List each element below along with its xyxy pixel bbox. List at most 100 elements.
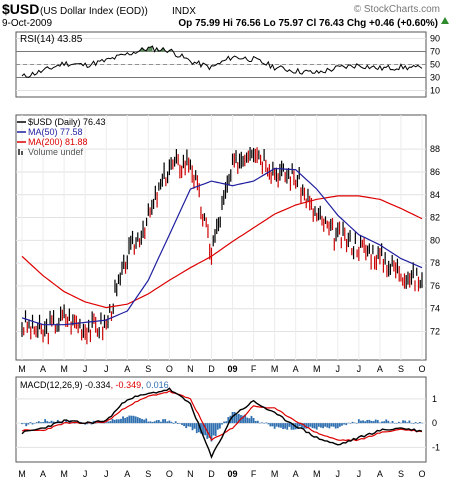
x-axis-bottom-tick-label: S	[398, 469, 404, 479]
macd-histogram-bar	[178, 423, 181, 424]
x-axis-bottom-tick-label: F	[251, 469, 257, 479]
macd-histogram-bar	[414, 422, 417, 424]
macd-histogram-bar	[408, 420, 411, 424]
macd-histogram-bar	[37, 421, 40, 424]
macd-histogram-bar	[117, 419, 120, 424]
macd-histogram-bar	[40, 422, 42, 424]
x-axis-bottom-tick-label: D	[208, 469, 215, 479]
macd-histogram-bar	[298, 423, 301, 427]
macd-histogram-bar	[271, 423, 274, 427]
macd-histogram-bar	[149, 421, 152, 424]
macd-histogram-bar	[355, 423, 358, 424]
macd-histogram-bar	[155, 420, 158, 424]
macd-histogram-bar	[132, 415, 135, 424]
x-axis-tick-label: J	[104, 364, 109, 374]
macd-histogram-bar	[113, 419, 116, 424]
x-axis-tick-label: A	[377, 364, 383, 374]
macd-histogram-bar	[56, 419, 59, 424]
macd-histogram-bar	[338, 423, 341, 427]
legend-entry: MA(50) 77.58	[28, 127, 83, 137]
x-axis-bottom-tick-label: J	[336, 469, 341, 479]
macd-histogram-bar	[25, 423, 28, 427]
macd-histogram-bar	[416, 423, 419, 424]
macd-histogram-bar	[362, 420, 364, 424]
x-axis-bottom-tick-label: M	[313, 469, 321, 479]
macd-histogram-bar	[172, 423, 175, 424]
macd-histogram-bar	[288, 423, 291, 427]
macd-histogram-bar	[202, 423, 204, 435]
macd-histogram-bar	[301, 423, 303, 428]
macd-histogram-bar	[122, 416, 124, 424]
macd-histogram-bar	[395, 422, 398, 424]
macd-histogram-bar	[33, 423, 36, 424]
macd-histogram-bar	[275, 423, 278, 427]
macd-histogram-bar	[27, 423, 30, 425]
macd-histogram-bar	[35, 422, 38, 424]
macd-histogram-bar	[233, 411, 236, 424]
chart-date: 9-Oct-2009	[2, 18, 52, 29]
macd-histogram-bar	[90, 423, 93, 425]
macd-histogram-bar	[381, 421, 383, 424]
macd-histogram-bar	[322, 423, 324, 429]
macd-tick-label: 1	[432, 394, 437, 404]
macd-histogram-bar	[317, 423, 320, 427]
macd-histogram-bar	[296, 423, 299, 429]
macd-histogram-bar	[145, 418, 148, 424]
macd-histogram-bar	[111, 419, 114, 424]
macd-line	[21, 387, 423, 460]
x-axis-tick-label: N	[187, 364, 194, 374]
rsi-tick-label: 70	[430, 47, 440, 57]
macd-histogram-bar	[31, 423, 34, 425]
x-axis-bottom-tick-label: M	[271, 469, 279, 479]
x-axis-bottom-tick-label: A	[40, 469, 46, 479]
macd-histogram-bar	[109, 421, 112, 424]
macd-title: MACD(12,26,9) -0.334, -0.349, 0.016	[20, 380, 169, 390]
legend-volume-marker	[21, 151, 23, 155]
macd-tick-label: -1	[432, 442, 440, 452]
macd-histogram-bar	[193, 423, 196, 429]
macd-title-part: MACD(12,26,9)	[20, 380, 83, 390]
macd-histogram-bar	[235, 414, 238, 424]
legend-volume-marker	[18, 149, 20, 155]
x-axis-tick-label: M	[18, 364, 26, 374]
macd-histogram-bar	[223, 421, 226, 424]
macd-histogram-bar	[254, 420, 257, 424]
macd-histogram-bar	[208, 423, 211, 438]
macd-histogram-bar	[225, 421, 228, 424]
legend-entry: Volume undef	[28, 147, 84, 157]
macd-histogram-bar	[334, 423, 337, 429]
price-tick-label: 84	[430, 190, 440, 200]
macd-histogram-bar	[284, 423, 287, 429]
macd-histogram-bar	[221, 423, 223, 425]
macd-histogram-bar	[406, 422, 409, 424]
macd-histogram-bar	[183, 423, 186, 427]
macd-histogram-bar	[280, 423, 282, 428]
macd-histogram-bar	[351, 421, 354, 424]
price-tick-label: 88	[430, 144, 440, 154]
macd-title-part: , 0.016	[141, 380, 169, 390]
macd-histogram-bar	[258, 422, 261, 424]
macd-histogram-bar	[42, 422, 44, 424]
macd-histogram-bar	[21, 423, 23, 425]
macd-histogram-bar	[273, 423, 276, 429]
macd-histogram-bar	[309, 423, 312, 427]
macd-histogram-bar	[269, 423, 272, 427]
macd-histogram-bar	[353, 422, 356, 424]
macd-histogram-bar	[244, 414, 247, 424]
macd-histogram-bar	[103, 422, 106, 424]
x-axis-bottom-tick-label: J	[357, 469, 362, 479]
x-axis-tick-label: M	[271, 364, 279, 374]
macd-histogram-bar	[141, 418, 143, 424]
x-axis-bottom-tick-label: A	[124, 469, 130, 479]
stockcharts-watermark: © StockCharts.com	[354, 4, 440, 15]
x-axis-bottom-tick-label: M	[18, 469, 26, 479]
x-axis-bottom-tick-label: A	[293, 469, 299, 479]
x-axis-tick-label: A	[40, 364, 46, 374]
macd-histogram-bar	[385, 419, 388, 424]
macd-histogram-bar	[105, 422, 108, 424]
macd-histogram-bar	[410, 422, 413, 424]
macd-histogram-bar	[387, 420, 390, 424]
macd-histogram-bar	[305, 423, 308, 429]
macd-histogram-bar	[216, 423, 219, 430]
